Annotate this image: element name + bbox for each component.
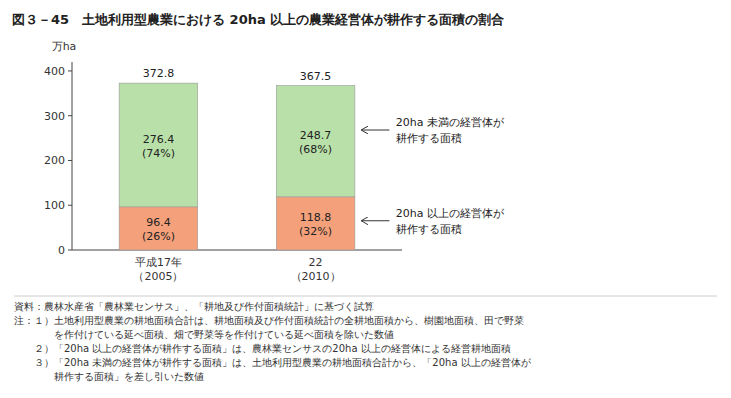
bars: [119, 83, 355, 250]
y-tick-label: 300: [44, 110, 65, 123]
share-label: (74%): [142, 147, 175, 160]
y-tick: [68, 70, 72, 71]
bar-segment: [276, 86, 355, 197]
note: ２）「20ha 以上の経営体が耕作する面積」は、農林業センサスの20ha 以上の…: [14, 343, 511, 354]
annotation-arrow: [361, 220, 389, 221]
note: 耕作する面積」を差し引いた数値: [14, 371, 204, 382]
bar-segment: [276, 197, 355, 250]
separator: [14, 296, 717, 297]
series-label: 20ha 未満の経営体が耕作する面積: [396, 116, 505, 145]
note: 注：１）土地利用型農業の耕地面積合計は、耕地面積及び作付面積統計の全耕地面積から…: [14, 315, 524, 326]
data-label: 276.4: [143, 133, 175, 146]
y-tick: [68, 115, 72, 116]
note: を作付けている延べ面積、畑で野菜等を作付けている延べ面積を除いた数値: [14, 329, 394, 340]
note: 資料：農林水産省「農林業センサス」、「耕地及び作付面積統計」に基づく試算: [14, 301, 374, 312]
x-tick-label: 平成17年（2005）: [133, 256, 183, 283]
y-tick: [68, 160, 72, 161]
y-tick: [68, 205, 72, 206]
title: 図３－45 土地利用型農業における 20ha 以上の農業経営体が耕作する面積の割…: [12, 12, 504, 27]
note: ３）「20ha 未満の経営体が耕作する面積」は、土地利用型農業の耕地面積合計から…: [14, 357, 532, 368]
y-tick-label: 200: [44, 154, 65, 167]
share-label: (68%): [299, 143, 332, 156]
y-tick-label: 0: [58, 244, 65, 257]
data-label: 96.4: [146, 216, 171, 229]
y-tick-label: 100: [44, 199, 65, 212]
y-axis-line: [72, 62, 73, 250]
annotation-arrow: [361, 130, 389, 131]
share-label: (32%): [299, 225, 332, 238]
data-label: 118.8: [300, 211, 332, 224]
share-label: (26%): [142, 230, 175, 243]
y-tick: [68, 250, 72, 251]
bar-segment: [119, 207, 198, 250]
total-label: 372.8: [143, 67, 175, 80]
total-label: 367.5: [300, 70, 332, 83]
bar-segment: [119, 83, 198, 207]
chart: 図３－45 土地利用型農業における 20ha 以上の農業経営体が耕作する面積の割…: [0, 0, 731, 398]
data-label: 248.7: [300, 129, 332, 142]
y-axis-label: 万ha: [52, 40, 77, 53]
labels: 96.4(26%) 118.8(32%) 276.4(74%) 248.7(68%) 3…: [142, 67, 332, 243]
series-label: 20ha 以上の経営体が耕作する面積: [396, 207, 505, 236]
y-tick-label: 400: [44, 65, 65, 78]
x-tick-label: 22（2010）: [291, 256, 341, 283]
